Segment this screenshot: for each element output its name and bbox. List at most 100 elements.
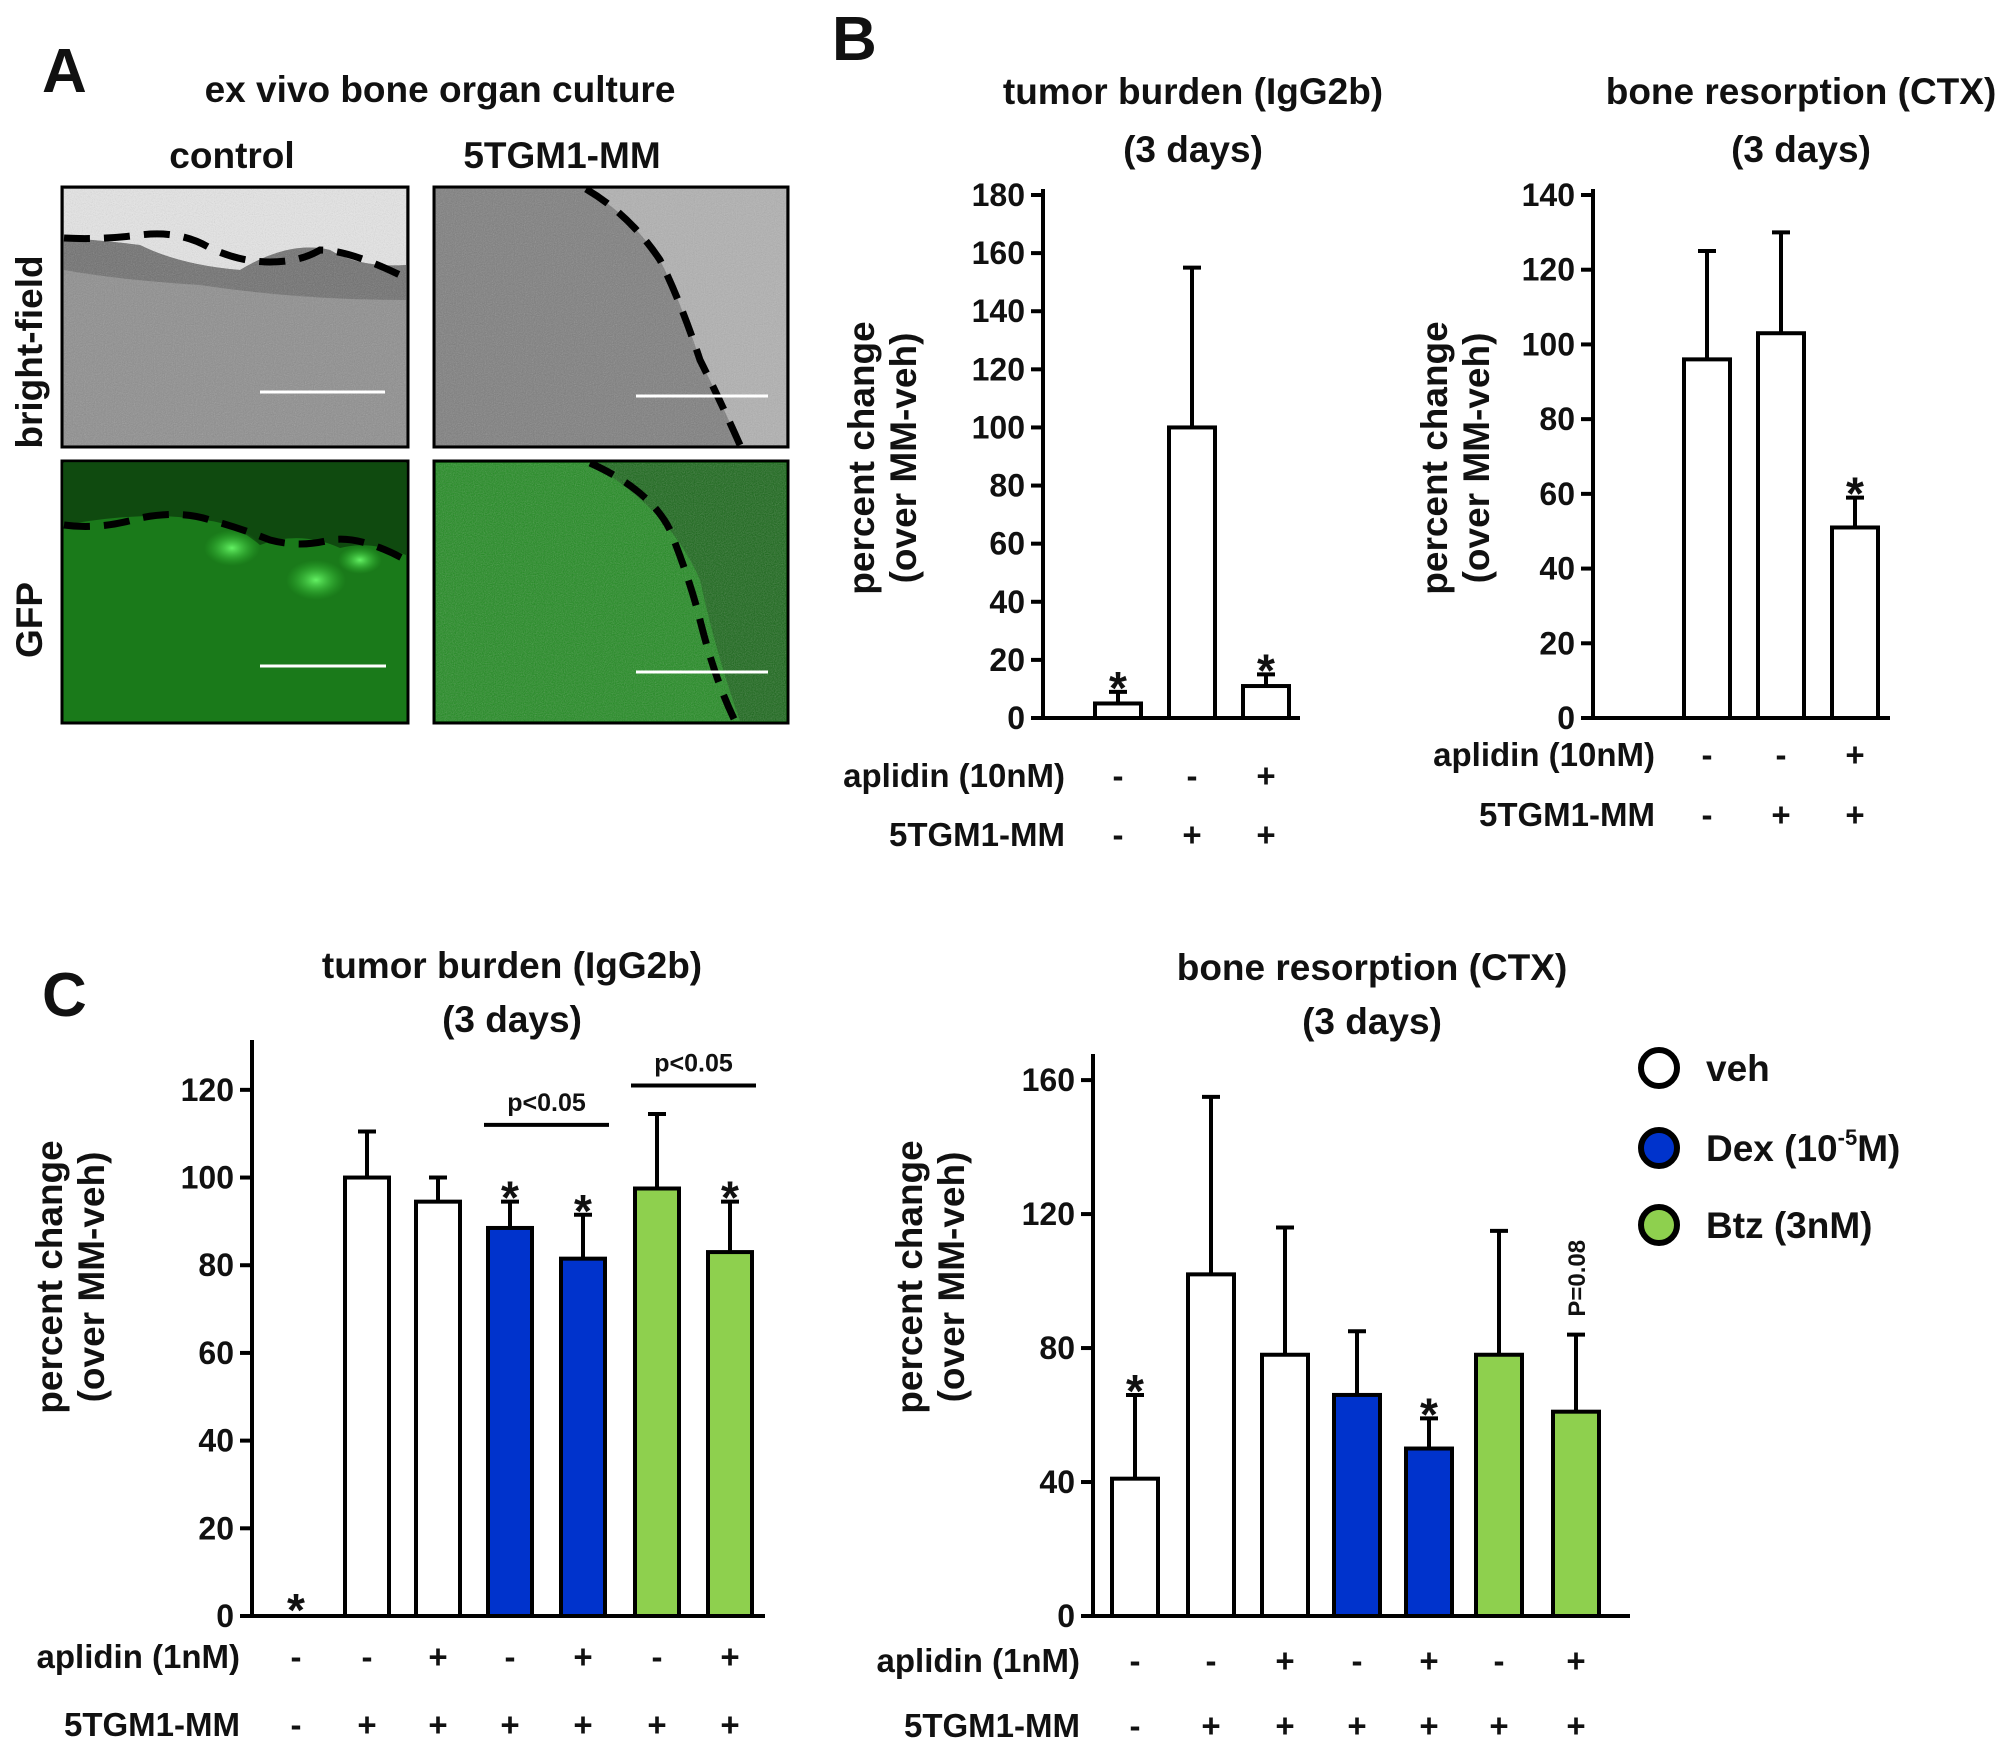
condition-sign: + bbox=[1256, 816, 1275, 853]
significance-star: * bbox=[1109, 662, 1127, 714]
condition-sign: + bbox=[1201, 1707, 1220, 1744]
y-tick-label: 40 bbox=[198, 1423, 234, 1459]
y-tick-label: 40 bbox=[989, 584, 1025, 620]
panel-a-col-label-control: control bbox=[169, 135, 294, 176]
bar bbox=[486, 1225, 534, 1618]
condition-sign: - bbox=[1187, 757, 1198, 794]
chart-bone-resorption-combination: bone resorption (CTX) (3 days) percent cha… bbox=[877, 947, 1630, 1744]
significance-star: * bbox=[1420, 1388, 1438, 1440]
condition-sign: + bbox=[428, 1706, 447, 1743]
legend-label-dex-unit: M) bbox=[1857, 1128, 1900, 1169]
y-tick-label: 20 bbox=[989, 642, 1025, 678]
y-tick-label: 80 bbox=[198, 1247, 234, 1283]
bar bbox=[559, 1256, 607, 1618]
y-axis-label-line: percent change bbox=[29, 1140, 70, 1413]
bar bbox=[1332, 1392, 1382, 1619]
legend-swatch-dex bbox=[1638, 1127, 1680, 1169]
significance-star: * bbox=[501, 1172, 519, 1224]
significance-bracket-label: p<0.05 bbox=[507, 1089, 586, 1117]
legend-label-dex-exponent: -5 bbox=[1838, 1125, 1858, 1150]
significance-bracket-label: p<0.05 bbox=[654, 1049, 733, 1077]
condition-sign: - bbox=[291, 1638, 302, 1675]
condition-sign: - bbox=[1352, 1642, 1363, 1679]
p-value-annotation: P=0.08 bbox=[1564, 1240, 1591, 1317]
bar bbox=[414, 1199, 462, 1618]
y-tick-label: 40 bbox=[1039, 1464, 1075, 1500]
condition-sign: - bbox=[1130, 1642, 1141, 1679]
condition-sign: + bbox=[1419, 1642, 1438, 1679]
condition-sign: - bbox=[1702, 736, 1713, 773]
condition-label: 5TGM1-MM bbox=[904, 1707, 1080, 1744]
condition-sign: + bbox=[720, 1638, 739, 1675]
chart-bone-resorption-aplidin-10nm: bone resorption (CTX) (3 days) percent cha… bbox=[1414, 71, 1996, 833]
y-tick-label: 80 bbox=[1539, 401, 1575, 437]
condition-sign: + bbox=[1489, 1707, 1508, 1744]
y-axis-label-line: percent change bbox=[841, 321, 882, 594]
bar bbox=[633, 1186, 681, 1618]
y-tick-label: 100 bbox=[181, 1160, 234, 1196]
y-tick-label: 120 bbox=[1522, 252, 1575, 288]
y-tick-label: 180 bbox=[972, 177, 1025, 213]
y-tick-label: 100 bbox=[972, 409, 1025, 445]
y-axis-label-line: (over MM-veh) bbox=[1456, 333, 1497, 584]
condition-sign: - bbox=[291, 1706, 302, 1743]
condition-sign: - bbox=[505, 1638, 516, 1675]
condition-label: aplidin (10nM) bbox=[843, 757, 1065, 794]
condition-sign: + bbox=[647, 1706, 666, 1743]
y-tick-label: 120 bbox=[181, 1072, 234, 1108]
bar bbox=[1551, 1409, 1601, 1619]
condition-sign: + bbox=[1182, 816, 1201, 853]
legend-swatch-veh bbox=[1638, 1047, 1680, 1089]
y-tick-label: 60 bbox=[989, 526, 1025, 562]
panel-a-row-label-brightfield: bright-field bbox=[9, 255, 50, 448]
bar bbox=[1110, 1476, 1160, 1618]
condition-sign: + bbox=[1771, 796, 1790, 833]
y-axis-label-line: (over MM-veh) bbox=[71, 1152, 112, 1403]
chart-tumor-burden-combination: tumor burden (IgG2b) (3 days) percent chan… bbox=[29, 945, 765, 1743]
condition-sign: + bbox=[1845, 736, 1864, 773]
y-axis-label: percent change(over MM-veh) bbox=[29, 1140, 112, 1413]
condition-sign: - bbox=[652, 1638, 663, 1675]
bar bbox=[1830, 525, 1880, 720]
y-tick-label: 120 bbox=[972, 351, 1025, 387]
y-tick-label: 140 bbox=[972, 293, 1025, 329]
chart-title: bone resorption (CTX) bbox=[1177, 947, 1568, 988]
chart-subtitle: (3 days) bbox=[442, 999, 582, 1040]
condition-sign: + bbox=[357, 1706, 376, 1743]
micrograph-5tgm1-gfp bbox=[432, 459, 790, 725]
bar bbox=[343, 1175, 391, 1618]
condition-sign: + bbox=[573, 1706, 592, 1743]
significance-star: * bbox=[1126, 1365, 1144, 1417]
panel-label-b: B bbox=[832, 5, 877, 74]
panel-label-c: C bbox=[42, 961, 87, 1030]
bar bbox=[1241, 684, 1291, 720]
bar bbox=[1260, 1352, 1310, 1618]
condition-label: 5TGM1-MM bbox=[64, 1706, 240, 1743]
condition-sign: - bbox=[1206, 1642, 1217, 1679]
condition-sign: + bbox=[1419, 1707, 1438, 1744]
y-axis-label: percent change(over MM-veh) bbox=[841, 321, 924, 594]
panel-label-a: A bbox=[42, 37, 87, 106]
legend-item-btz: Btz (3nM) bbox=[1638, 1204, 1872, 1246]
y-tick-label: 120 bbox=[1022, 1196, 1075, 1232]
condition-sign: - bbox=[1702, 796, 1713, 833]
panel-a-title: ex vivo bone organ culture bbox=[205, 69, 676, 110]
condition-sign: - bbox=[1776, 736, 1787, 773]
condition-sign: + bbox=[573, 1638, 592, 1675]
y-axis-label-line: percent change bbox=[1414, 321, 1455, 594]
bar bbox=[1682, 357, 1732, 720]
legend-label-veh: veh bbox=[1706, 1048, 1770, 1089]
micrograph-control-brightfield bbox=[60, 185, 410, 449]
chart-subtitle: (3 days) bbox=[1731, 129, 1871, 170]
significance-star: * bbox=[721, 1172, 739, 1224]
legend-label-btz: Btz (3nM) bbox=[1706, 1205, 1872, 1246]
legend: veh Dex (10-5M) Btz (3nM) bbox=[1638, 1047, 1900, 1246]
y-tick-label: 80 bbox=[1039, 1330, 1075, 1366]
y-tick-label: 20 bbox=[198, 1510, 234, 1546]
legend-label-dex: Dex (10-5M) bbox=[1706, 1125, 1900, 1169]
bar bbox=[1756, 331, 1806, 720]
bar bbox=[1404, 1446, 1454, 1619]
condition-sign: - bbox=[1494, 1642, 1505, 1679]
condition-sign: - bbox=[1113, 816, 1124, 853]
